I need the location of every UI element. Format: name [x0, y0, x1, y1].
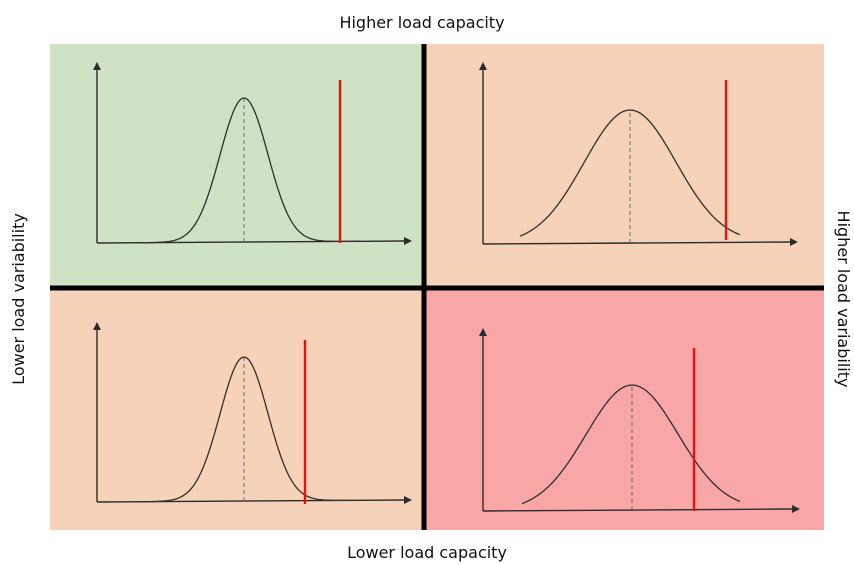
- x-axis-arrow: [404, 496, 412, 504]
- distribution-curve: [134, 356, 355, 503]
- y-axis-arrow: [479, 62, 487, 70]
- x-axis-arrow: [792, 505, 800, 513]
- label-bottom: Lower load capacity: [347, 543, 507, 562]
- x-axis: [482, 508, 795, 512]
- plot-top-left: [93, 62, 412, 245]
- x-axis-arrow: [404, 237, 412, 245]
- distribution-curve: [519, 109, 741, 237]
- x-axis-arrow: [790, 238, 798, 246]
- distribution-curve: [134, 97, 360, 244]
- quadrant-top-right: [424, 44, 824, 288]
- y-axis-arrow: [93, 322, 101, 330]
- label-right: Higher load variability: [834, 211, 853, 388]
- x-axis: [482, 241, 793, 245]
- quadrant-top-left: [50, 44, 424, 288]
- quadrant-bottom-left: [50, 288, 424, 530]
- y-axis-arrow: [93, 62, 101, 70]
- label-top: Higher load capacity: [339, 13, 504, 32]
- y-axis-arrow: [479, 328, 487, 336]
- plot-bottom-right: [479, 328, 800, 513]
- distribution-curve: [521, 384, 741, 505]
- label-left: Lower load variability: [9, 213, 28, 385]
- plot-top-right: [479, 62, 798, 246]
- plot-bottom-left: [93, 322, 412, 504]
- quadrant-bottom-right: [424, 288, 824, 530]
